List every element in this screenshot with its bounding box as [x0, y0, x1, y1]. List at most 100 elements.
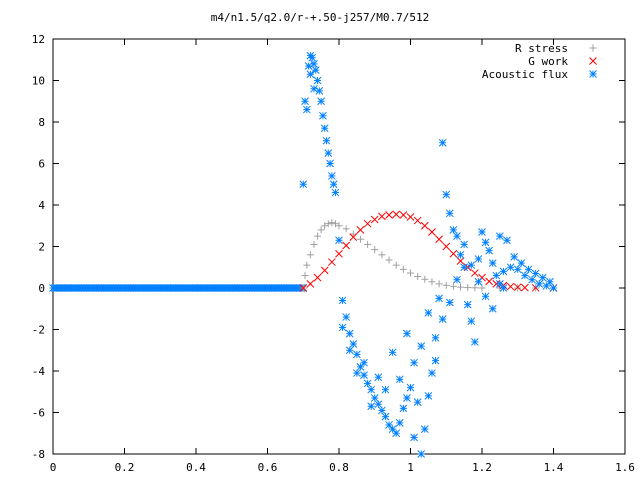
r-stress-point: [342, 225, 350, 233]
y-tick-label: 2: [38, 241, 45, 254]
acoustic-flux-point: [488, 304, 497, 313]
x-tick-label: 1.4: [544, 461, 564, 474]
acoustic-flux-point: [403, 329, 411, 338]
r-stress-point: [407, 269, 414, 277]
g-work-point: [506, 282, 515, 291]
g-work-point: [327, 258, 336, 266]
g-work-point: [370, 215, 379, 224]
x-tick-label: 0.6: [258, 461, 278, 474]
acoustic-flux-point: [374, 400, 383, 409]
acoustic-flux-point: [549, 284, 558, 292]
data-marks: [49, 51, 558, 458]
acoustic-flux-point: [327, 172, 336, 180]
acoustic-flux-point: [481, 238, 490, 247]
acoustic-flux-point: [435, 294, 443, 303]
acoustic-flux-point: [322, 136, 331, 145]
acoustic-flux-point: [517, 259, 526, 267]
g-work-point: [299, 284, 308, 292]
acoustic-flux-point: [320, 124, 329, 133]
g-work-point: [492, 279, 501, 288]
acoustic-flux-point: [385, 421, 393, 429]
acoustic-flux-point: [360, 358, 368, 367]
r-stress-point: [317, 226, 325, 234]
acoustic-flux-point: [538, 273, 547, 282]
acoustic-flux-point: [345, 329, 354, 338]
acoustic-flux-point: [413, 398, 422, 406]
legend-label: G work: [528, 55, 568, 68]
acoustic-flux-point: [474, 255, 483, 263]
g-work-point: [356, 226, 365, 234]
r-stress-point: [442, 281, 450, 289]
r-stress-point: [303, 261, 311, 269]
acoustic-flux-point: [503, 236, 511, 245]
acoustic-flux-point: [342, 313, 351, 321]
acoustic-flux-point: [485, 246, 494, 255]
r-stress-point: [335, 222, 343, 230]
r-stress-point: [428, 278, 436, 286]
acoustic-flux-point: [378, 406, 386, 415]
acoustic-flux-point: [542, 282, 551, 290]
acoustic-flux-point: [499, 284, 508, 292]
r-stress-point: [385, 256, 393, 264]
g-work-point: [385, 211, 393, 219]
r-stress-point: [301, 272, 309, 280]
r-stress-point: [464, 284, 472, 292]
acoustic-flux-point: [410, 433, 418, 442]
x-tick-label: 1.2: [472, 461, 492, 474]
acoustic-flux-point: [306, 70, 315, 79]
acoustic-flux-point: [492, 271, 501, 280]
x-tick-label: 1: [407, 461, 414, 474]
g-work-point: [485, 277, 494, 286]
y-tick-label: -2: [32, 324, 45, 337]
y-tick-label: 10: [32, 75, 45, 88]
acoustic-flux-point: [488, 259, 497, 267]
r-stress-point: [449, 282, 457, 290]
r-stress-point: [414, 273, 422, 281]
acoustic-flux-point: [431, 333, 440, 342]
acoustic-flux-point: [338, 296, 347, 305]
acoustic-flux-point: [417, 450, 426, 458]
y-tick-label: 0: [38, 282, 45, 295]
acoustic-flux-point: [449, 226, 458, 234]
g-work-point: [342, 241, 351, 250]
axes: 0 0.2 0.4 0.6 0.8 1 1.2 1.4 1.6 12 10 8 6 4 2 0 -2 -4 -6 -8: [32, 33, 635, 474]
g-work-point: [513, 283, 522, 292]
acoustic-flux-point: [467, 261, 476, 270]
acoustic-flux-point: [301, 97, 309, 106]
y-tick-label: 8: [38, 116, 45, 129]
g-work-point: [406, 213, 415, 221]
acoustic-flux-point: [510, 253, 519, 261]
g-work-point: [413, 216, 422, 225]
acoustic-flux-point: [481, 292, 490, 301]
y-tick-label: -8: [32, 448, 45, 461]
acoustic-flux-point: [506, 263, 515, 272]
r-stress-point: [331, 220, 339, 228]
acoustic-flux-point: [367, 402, 376, 411]
acoustic-flux-point: [460, 240, 468, 249]
acoustic-flux-point: [331, 188, 340, 197]
acoustic-flux-point: [410, 358, 418, 367]
acoustic-flux-point: [442, 190, 451, 199]
acoustic-flux-point: [463, 300, 472, 309]
acoustic-flux-point: [360, 371, 368, 380]
acoustic-flux-point: [370, 394, 379, 402]
acoustic-flux-point: [521, 271, 529, 280]
x-tick-label: 0.2: [115, 461, 135, 474]
acoustic-flux-point: [374, 373, 383, 382]
legend-marker: [589, 57, 597, 65]
acoustic-flux-point: [453, 275, 461, 284]
r-stress-point: [349, 230, 357, 238]
acoustic-flux-point: [535, 279, 544, 288]
y-tick-label: -4: [32, 365, 46, 378]
r-stress-point: [324, 220, 332, 228]
r-stress-point: [378, 251, 386, 259]
acoustic-flux-point: [467, 317, 476, 326]
g-work-point: [420, 221, 429, 230]
g-work-point: [349, 233, 358, 242]
r-stress-point: [421, 275, 429, 283]
x-tick-label: 0: [50, 461, 57, 474]
acoustic-flux-point: [308, 53, 317, 62]
r-stress-point: [321, 222, 329, 230]
